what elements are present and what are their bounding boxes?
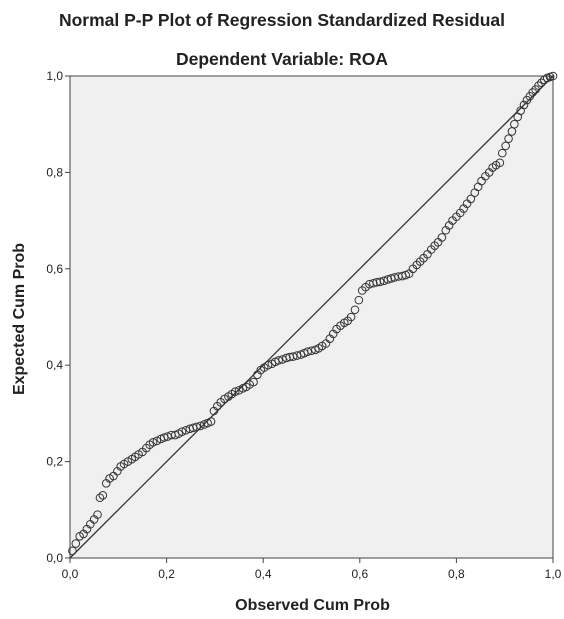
data-point [354,295,364,305]
y-tick-label: 0,6 [46,262,63,276]
x-tick-label: 1,0 [545,567,562,581]
x-tick-label: 0,6 [351,567,368,581]
data-point [288,352,298,361]
x-tick-label: 0,4 [255,567,272,581]
data-point [230,387,240,397]
chart-title: Normal P-P Plot of Regression Standardiz… [58,10,506,30]
data-point [274,356,283,365]
data-point [68,546,77,556]
y-tick-label: 0,8 [46,165,63,179]
data-point [519,100,529,110]
data-point [510,119,519,129]
data-point [369,278,378,288]
data-point [95,493,105,503]
data-point [528,88,538,97]
chart-subtitle: Dependent Variable: ROA [176,49,388,69]
x-tick-label: 0,8 [448,567,465,581]
data-point [437,233,447,242]
x-tick-label: 0,0 [62,567,79,581]
data-point [504,134,513,143]
data-point [98,491,108,500]
y-tick-label: 0,2 [46,455,63,469]
data-point [177,427,187,437]
data-point [196,421,205,431]
data-point [350,305,360,315]
y-tick-label: 0,4 [46,358,63,372]
data-point [534,81,543,90]
data-point [375,277,385,287]
data-point [93,510,102,519]
data-point [495,158,505,168]
data-point [303,347,312,357]
y-axis-label: Expected Cum Prob [11,242,28,396]
data-point [537,78,546,88]
x-axis-label: Observed Cum Prob [235,597,390,614]
data-point [263,360,273,370]
data-point [497,148,507,158]
data-point [192,422,201,432]
data-point [282,353,291,363]
data-point [548,71,558,81]
reference-line [69,75,554,559]
y-tick-label: 1,0 [46,69,63,83]
data-point [71,539,81,548]
data-point [466,194,476,204]
data-point [501,141,510,151]
data-point [148,438,158,447]
x-tick-label: 0,2 [158,567,175,581]
data-point [206,417,216,426]
y-tick-label: 0,0 [46,551,63,565]
data-point [346,312,356,322]
data-point [249,377,258,387]
